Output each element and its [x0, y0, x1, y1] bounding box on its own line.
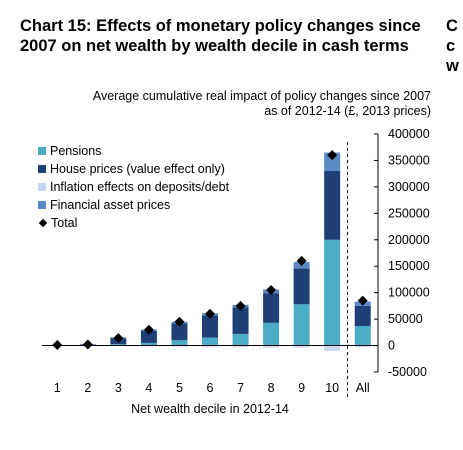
bar-inflation-effects-on-deposits-debt-5	[171, 345, 188, 347]
chart-title: Chart 15: Effects of monetary policy cha…	[20, 17, 421, 55]
legend-swatch	[38, 201, 46, 209]
legend-label: Inflation effects on deposits/debt	[50, 180, 230, 194]
total-marker-7	[235, 300, 246, 311]
total-marker-8	[266, 285, 277, 296]
legend-item-house-prices: House prices (value effect only)	[38, 160, 229, 178]
x-tick-label: 10	[325, 381, 339, 395]
bar-house-prices-value-effect-only--6	[202, 315, 218, 338]
x-tick-label: 8	[268, 381, 275, 395]
clipped-char-3: w	[446, 57, 459, 75]
legend-swatch	[38, 165, 46, 173]
bar-pensions-8	[263, 322, 280, 346]
total-marker-10	[327, 150, 338, 161]
total-marker-9	[296, 255, 307, 266]
y-tick-label: 350000	[388, 153, 430, 167]
bar-inflation-effects-on-deposits-debt-8	[263, 345, 280, 348]
y-tick-label: -50000	[388, 365, 427, 379]
bar-pensions-5	[171, 340, 188, 346]
bar-inflation-effects-on-deposits-debt-9	[293, 345, 310, 348]
bar-pensions-7	[232, 333, 249, 346]
legend-item-total: Total	[38, 214, 229, 232]
x-tick-label: 9	[298, 381, 305, 395]
bar-financial-asset-prices-10	[324, 152, 341, 172]
legend-label: Pensions	[50, 144, 102, 158]
x-tick-label: 6	[207, 381, 214, 395]
legend-item-pensions: Pensions	[38, 142, 229, 160]
bar-pensions-10	[324, 239, 341, 346]
y-tick-label: 250000	[388, 206, 430, 220]
bar-pensions-All	[354, 325, 371, 346]
legend-item-inflation: Inflation effects on deposits/debt	[38, 178, 229, 196]
bar-house-prices-value-effect-only--8	[263, 293, 280, 323]
y-tick-label: 150000	[388, 259, 430, 273]
total-marker-1	[52, 340, 63, 351]
legend-label: Financial asset prices	[50, 198, 171, 212]
x-tick-label: 3	[115, 381, 122, 395]
clipped-char-1: C	[446, 17, 458, 35]
bar-house-prices-value-effect-only--7	[232, 307, 249, 334]
legend-item-financial-assets: Financial asset prices	[38, 196, 229, 214]
chart-subtitle: Average cumulative real impact of policy…	[92, 89, 431, 118]
x-tick-label: 7	[237, 381, 244, 395]
total-marker-All	[357, 295, 368, 306]
total-marker-5	[174, 316, 185, 327]
y-tick-label: 300000	[388, 180, 430, 194]
total-marker-3	[113, 333, 124, 344]
x-tick-label: 4	[145, 381, 152, 395]
x-tick-label: 2	[84, 381, 91, 395]
y-tick-label: 100000	[388, 286, 430, 300]
y-tick-label: 0	[388, 339, 395, 353]
clipped-neighbor-text: C c w	[446, 16, 459, 76]
legend-label: House prices (value effect only)	[50, 162, 225, 176]
bar-inflation-effects-on-deposits-debt-6	[202, 345, 218, 347]
bar-house-prices-value-effect-only--9	[293, 268, 310, 305]
legend-swatch	[38, 183, 46, 191]
x-axis-label: Net wealth decile in 2012-14	[131, 402, 289, 416]
bar-pensions-3	[110, 343, 127, 346]
bar-pensions-6	[202, 337, 218, 346]
clipped-char-2: c	[446, 37, 456, 55]
bar-house-prices-value-effect-only--10	[324, 171, 341, 240]
y-tick-label: 400000	[388, 127, 430, 141]
legend-swatch	[38, 147, 46, 155]
x-tick-label: 5	[176, 381, 183, 395]
x-tick-label: All	[356, 381, 370, 395]
bar-inflation-effects-on-deposits-debt-All	[354, 345, 371, 348]
bar-house-prices-value-effect-only--5	[171, 323, 188, 341]
bar-house-prices-value-effect-only--4	[140, 330, 157, 343]
bar-pensions-9	[293, 304, 310, 346]
total-marker-6	[205, 308, 215, 319]
bar-pensions-4	[140, 342, 157, 346]
x-tick-label: 1	[54, 381, 61, 395]
y-tick-label: 200000	[388, 233, 430, 247]
total-marker-2	[82, 339, 93, 350]
bar-house-prices-value-effect-only--All	[354, 305, 371, 326]
total-marker-4	[143, 324, 154, 335]
bar-inflation-effects-on-deposits-debt-7	[232, 345, 249, 348]
bar-inflation-effects-on-deposits-debt-10	[324, 345, 341, 351]
chart-legend: Pensions House prices (value effect only…	[38, 142, 229, 232]
legend-label: Total	[51, 216, 78, 230]
y-tick-label: 50000	[388, 312, 423, 326]
